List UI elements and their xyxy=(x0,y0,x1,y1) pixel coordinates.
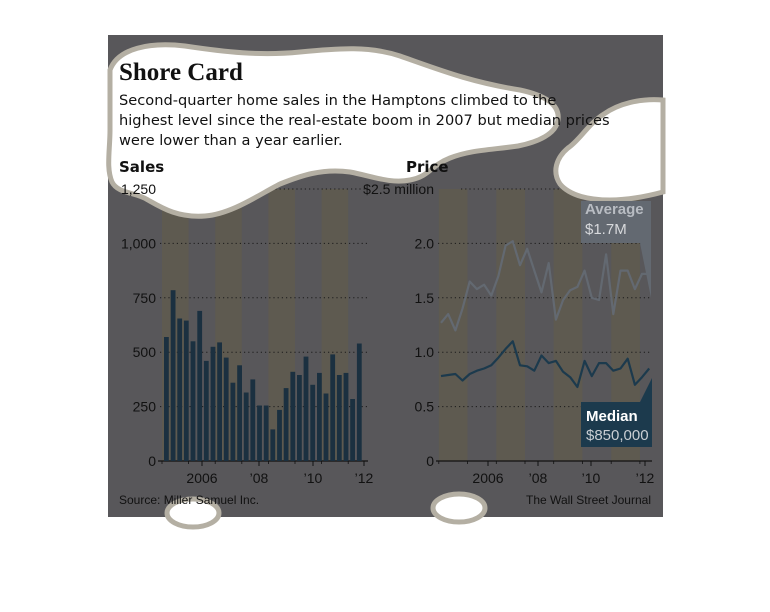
x-tick-label: ’08 xyxy=(529,470,548,486)
x-tick-label: ’12 xyxy=(355,470,374,486)
y-tick-label: 0 xyxy=(426,453,434,469)
median-price-line xyxy=(440,340,651,389)
y-tick-label: 1.5 xyxy=(415,290,435,306)
sales-bar xyxy=(356,343,362,461)
sales-bar xyxy=(197,310,203,461)
median-callout: Median $850,000 xyxy=(581,378,652,447)
average-callout: Average $1.7M xyxy=(581,201,651,298)
price-lines xyxy=(440,240,651,389)
x-tick-label: ’10 xyxy=(582,470,601,486)
average-price-line xyxy=(440,240,650,332)
year-band xyxy=(553,189,583,461)
sales-bar xyxy=(183,320,189,461)
series-callouts: Average $1.7M Median $850,000 xyxy=(581,201,652,447)
source-note: Source: Miller Samuel Inc. xyxy=(119,493,259,507)
bottom-center-cloud xyxy=(430,491,488,525)
y-tick-label: 1.0 xyxy=(415,344,435,360)
year-band xyxy=(496,189,525,461)
x-tick-label: ’08 xyxy=(250,470,269,486)
price-axis-title: Price xyxy=(406,158,449,176)
median-callout-value: $850,000 xyxy=(586,427,649,444)
sales-bar xyxy=(270,429,276,461)
y-tick-label: 750 xyxy=(133,290,157,306)
y-tick-label: 2.0 xyxy=(415,235,435,251)
average-callout-box xyxy=(581,201,651,298)
y-tick-label: 1,250 xyxy=(121,181,156,197)
sales-bar xyxy=(277,409,282,461)
tick-labels: 0 250 500 750 1,000 1,250 2006 ’08 ’10 ’12 0 0.5 1.0… xyxy=(121,181,655,486)
sales-bar xyxy=(223,357,229,461)
median-callout-label: Median xyxy=(586,408,638,425)
x-tick-label: ’12 xyxy=(636,470,655,486)
y-tick-label: 0.5 xyxy=(415,399,435,415)
subtitle-line-2: highest level since the real-estate boom… xyxy=(119,112,610,129)
sales-bar xyxy=(210,346,216,461)
y-tick-label: $2.5 million xyxy=(363,181,434,197)
subtitle-line-3: were lower than a year earlier. xyxy=(119,132,343,149)
sales-bar xyxy=(250,379,256,461)
sales-bar xyxy=(317,372,322,461)
credit-note: The Wall Street Journal xyxy=(526,493,651,507)
sales-bar xyxy=(343,372,349,461)
sales-bar xyxy=(243,392,249,461)
sales-bar xyxy=(330,354,336,461)
sales-bars xyxy=(164,290,362,461)
sales-bar xyxy=(203,360,209,461)
sales-bar xyxy=(297,375,302,461)
sales-bar xyxy=(177,318,183,461)
sales-bar xyxy=(283,388,289,461)
sales-bar xyxy=(230,382,236,461)
x-tick-label: ’10 xyxy=(304,470,323,486)
median-callout-box xyxy=(581,378,652,447)
average-callout-label: Average xyxy=(585,201,644,218)
chart-title: Shore Card xyxy=(119,59,243,86)
sales-bar xyxy=(170,290,176,461)
average-callout-value: $1.7M xyxy=(585,221,627,238)
chart-subtitle: Second-quarter home sales in the Hampton… xyxy=(119,92,614,149)
sales-axis-title: Sales xyxy=(119,158,164,176)
sales-bar xyxy=(237,365,242,461)
sales-bar xyxy=(310,384,316,461)
sales-bar xyxy=(290,371,296,461)
decorative-clouds xyxy=(106,42,666,530)
y-tick-label: 250 xyxy=(133,399,157,415)
subtitle-line-1: Second-quarter home sales in the Hampton… xyxy=(119,92,556,109)
y-tick-label: 500 xyxy=(133,344,157,360)
top-left-cloud xyxy=(106,42,561,219)
sales-bar xyxy=(323,393,329,461)
x-tick-label: 2006 xyxy=(472,470,503,486)
y-tick-label: 1,000 xyxy=(121,235,156,251)
sales-bar xyxy=(350,399,355,461)
sales-bar xyxy=(336,375,342,461)
x-tick-label: 2006 xyxy=(186,470,217,486)
sales-bar xyxy=(164,337,169,461)
sales-bar xyxy=(217,342,222,461)
bottom-left-cloud xyxy=(164,496,222,530)
sales-bar xyxy=(263,405,269,461)
sales-bar xyxy=(303,356,309,461)
y-tick-label: 0 xyxy=(148,453,156,469)
sales-bar xyxy=(190,341,196,461)
top-right-cloud xyxy=(553,97,666,203)
sales-bar xyxy=(257,405,262,461)
